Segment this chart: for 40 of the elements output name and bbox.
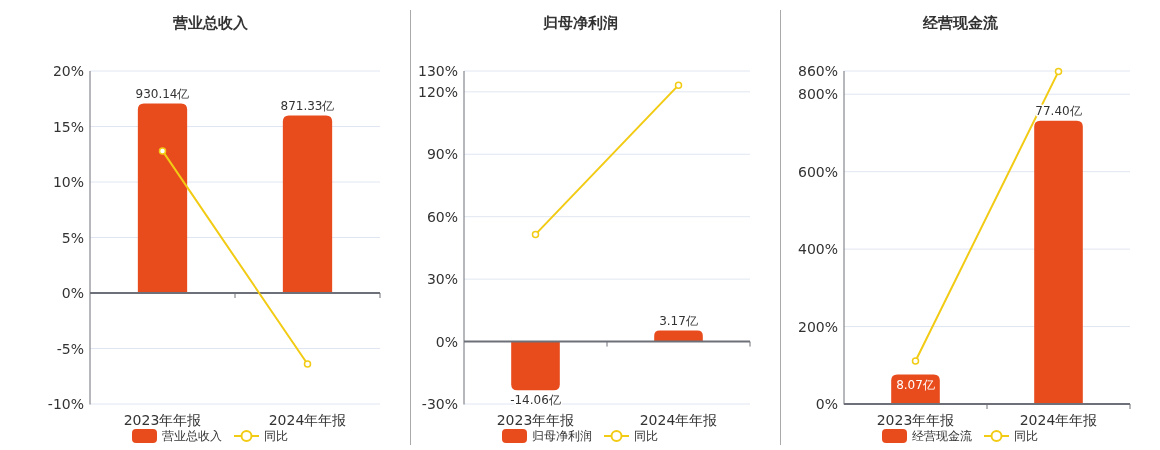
- data-label: -14.06亿: [510, 393, 561, 408]
- y-tick-label: 90%: [426, 146, 458, 163]
- y-tick-label: 800%: [797, 86, 838, 103]
- x-tick-label: 2024年年报: [268, 412, 347, 428]
- y-tick-label: 860%: [797, 63, 838, 79]
- x-tick-label: 2023年年报: [123, 412, 202, 428]
- legend-label: 同比: [264, 429, 288, 443]
- legend-label: 同比: [634, 429, 658, 443]
- x-tick-label: 2024年年报: [1019, 412, 1098, 428]
- y-tick-label: 400%: [797, 241, 838, 258]
- legend-label: 归母净利润: [532, 429, 592, 443]
- y-tick-label: 60%: [426, 208, 458, 225]
- legend-label: 营业总收入: [162, 429, 222, 443]
- y-tick-label: 600%: [797, 163, 838, 180]
- data-label: 8.07亿: [896, 378, 935, 393]
- y-tick-label: 5%: [61, 229, 84, 246]
- y-tick-label: 200%: [797, 318, 838, 335]
- y-tick-label: 10%: [52, 174, 84, 190]
- legend-label: 同比: [1014, 429, 1038, 443]
- chart-title: 营业总收入: [171, 14, 249, 32]
- data-label: 3.17亿: [659, 313, 698, 328]
- y-tick-label: -30%: [421, 396, 458, 412]
- y-tick-label: 130%: [417, 63, 458, 79]
- y-tick-label: 0%: [815, 396, 838, 412]
- y-tick-label: -10%: [47, 396, 84, 412]
- y-tick-label: -5%: [56, 340, 84, 357]
- y-tick-label: 0%: [61, 285, 84, 301]
- legend-label: 经营现金流: [912, 429, 972, 443]
- y-tick-label: 0%: [435, 333, 458, 350]
- y-tick-label: 20%: [52, 63, 84, 79]
- x-tick-label: 2023年年报: [876, 412, 955, 428]
- x-tick-label: 2024年年报: [639, 412, 718, 428]
- chart-title: 归母净利润: [541, 14, 618, 32]
- data-label: 871.33亿: [280, 98, 335, 113]
- data-label: 930.14亿: [135, 86, 190, 101]
- y-tick-label: 15%: [52, 118, 84, 135]
- y-tick-label: 120%: [417, 83, 458, 100]
- x-tick-label: 2023年年报: [496, 412, 575, 428]
- chart-title: 经营现金流: [921, 14, 999, 32]
- y-tick-label: 30%: [426, 271, 458, 288]
